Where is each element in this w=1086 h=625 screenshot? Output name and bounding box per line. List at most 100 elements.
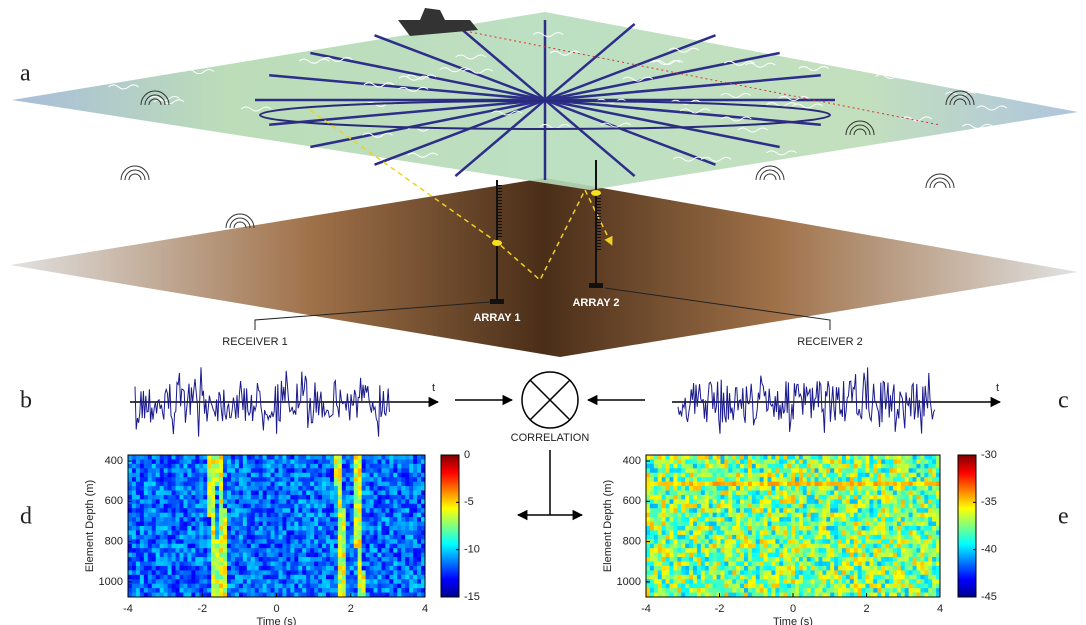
heat-cell: [924, 553, 928, 558]
heat-cell: [350, 588, 354, 593]
heat-cell: [760, 513, 764, 518]
heat-cell: [850, 562, 854, 567]
heat-cell: [775, 459, 779, 464]
heat-cell: [259, 539, 263, 544]
heat-cell: [818, 570, 822, 575]
heat-cell: [697, 468, 701, 473]
heat-cell: [215, 464, 219, 469]
heat-cell: [826, 477, 830, 482]
heat-cell: [176, 499, 180, 504]
heat-cell: [928, 468, 932, 473]
heat-cell: [830, 499, 834, 504]
heat-cell: [720, 544, 724, 549]
heat-cell: [905, 464, 909, 469]
heat-cell: [913, 477, 917, 482]
heat-cell: [160, 513, 164, 518]
heat-cell: [128, 504, 132, 509]
heat-cell: [713, 562, 717, 567]
heat-cell: [156, 508, 160, 513]
heat-cell: [685, 477, 689, 482]
heat-cell: [207, 482, 211, 487]
heat-cell: [326, 504, 330, 509]
heat-cell: [803, 588, 807, 593]
heat-cell: [756, 491, 760, 496]
heat-cell: [278, 588, 282, 593]
heat-cell: [866, 535, 870, 540]
heat-cell: [294, 579, 298, 584]
heat-cell: [282, 575, 286, 580]
heat-cell: [306, 535, 310, 540]
heat-cell: [658, 464, 662, 469]
heat-cell: [318, 557, 322, 562]
heat-cell: [787, 575, 791, 580]
heat-cell: [239, 579, 243, 584]
heat-cell: [932, 579, 936, 584]
heat-cell: [795, 566, 799, 571]
heat-cell: [338, 584, 342, 589]
heat-cell: [366, 464, 370, 469]
heat-cell: [144, 499, 148, 504]
heat-cell: [223, 588, 227, 593]
heat-cell: [306, 455, 310, 460]
heat-cell: [354, 473, 358, 478]
heat-cell: [128, 535, 132, 540]
heat-cell: [901, 504, 905, 509]
heat-cell: [259, 584, 263, 589]
heat-cell: [842, 584, 846, 589]
heat-cell: [164, 504, 168, 509]
heat-cell: [834, 557, 838, 562]
heat-cell: [172, 584, 176, 589]
heat-cell: [646, 526, 650, 531]
heat-cell: [764, 468, 768, 473]
heat-cell: [748, 473, 752, 478]
heat-cell: [924, 588, 928, 593]
heat-cell: [338, 588, 342, 593]
heat-cell: [306, 562, 310, 567]
heat-cell: [195, 548, 199, 553]
heat-cell: [358, 468, 362, 473]
heat-cell: [393, 588, 397, 593]
heat-cell: [713, 526, 717, 531]
heat-cell: [286, 562, 290, 567]
heat-cell: [862, 535, 866, 540]
heat-cell: [152, 517, 156, 522]
heat-cell: [342, 535, 346, 540]
heat-cell: [259, 499, 263, 504]
heat-cell: [713, 508, 717, 513]
heat-cell: [838, 468, 842, 473]
heat-cell: [756, 473, 760, 478]
heat-cell: [752, 495, 756, 500]
heat-cell: [219, 477, 223, 482]
heat-cell: [247, 504, 251, 509]
heat-cell: [278, 557, 282, 562]
heat-cell: [662, 526, 666, 531]
heat-cell: [736, 544, 740, 549]
heat-cell: [187, 544, 191, 549]
heat-cell: [889, 579, 893, 584]
heat-cell: [203, 548, 207, 553]
heat-cell: [728, 513, 732, 518]
heat-cell: [342, 473, 346, 478]
heat-cell: [916, 530, 920, 535]
heat-cell: [405, 464, 409, 469]
heat-cell: [760, 579, 764, 584]
heat-cell: [673, 508, 677, 513]
heat-cell: [748, 548, 752, 553]
heat-cell: [889, 468, 893, 473]
heat-cell: [650, 486, 654, 491]
y-axis-label: Element Depth (m): [602, 480, 614, 572]
heat-cell: [697, 575, 701, 580]
heat-cell: [854, 468, 858, 473]
heat-cell: [187, 495, 191, 500]
heat-cell: [207, 517, 211, 522]
heat-cell: [650, 570, 654, 575]
heat-cell: [144, 486, 148, 491]
heat-cell: [830, 526, 834, 531]
heat-cell: [330, 517, 334, 522]
heat-cell: [713, 588, 717, 593]
heat-cell: [720, 535, 724, 540]
heat-cell: [850, 504, 854, 509]
heat-cell: [164, 570, 168, 575]
heat-cell: [243, 548, 247, 553]
heat-cell: [227, 495, 231, 500]
